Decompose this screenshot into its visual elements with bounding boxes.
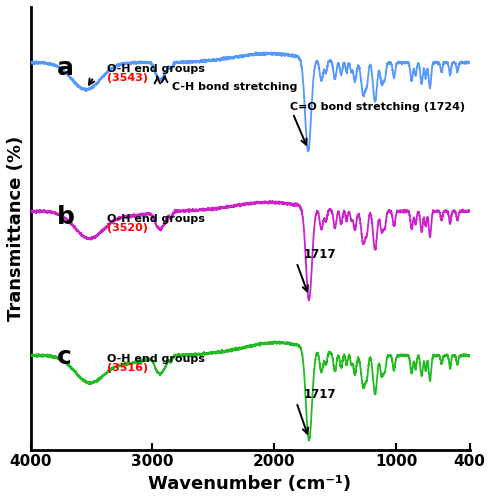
Y-axis label: Transmittance (%): Transmittance (%) bbox=[7, 136, 25, 321]
Text: c: c bbox=[57, 345, 72, 369]
Text: O-H end groups: O-H end groups bbox=[107, 354, 205, 364]
Text: O-H end groups: O-H end groups bbox=[107, 64, 205, 74]
Text: (3520): (3520) bbox=[107, 222, 148, 232]
Text: O-H end groups: O-H end groups bbox=[107, 214, 205, 224]
X-axis label: Wavenumber (cm⁻¹): Wavenumber (cm⁻¹) bbox=[148, 475, 351, 493]
Text: C=O bond stretching (1724): C=O bond stretching (1724) bbox=[290, 102, 465, 112]
Text: (3543): (3543) bbox=[107, 74, 148, 84]
Text: a: a bbox=[57, 56, 74, 80]
Text: 1717: 1717 bbox=[304, 248, 336, 260]
Text: (3516): (3516) bbox=[107, 362, 148, 372]
Text: 1717: 1717 bbox=[304, 388, 336, 400]
Text: b: b bbox=[57, 205, 75, 229]
Text: C-H bond stretching: C-H bond stretching bbox=[172, 82, 297, 92]
